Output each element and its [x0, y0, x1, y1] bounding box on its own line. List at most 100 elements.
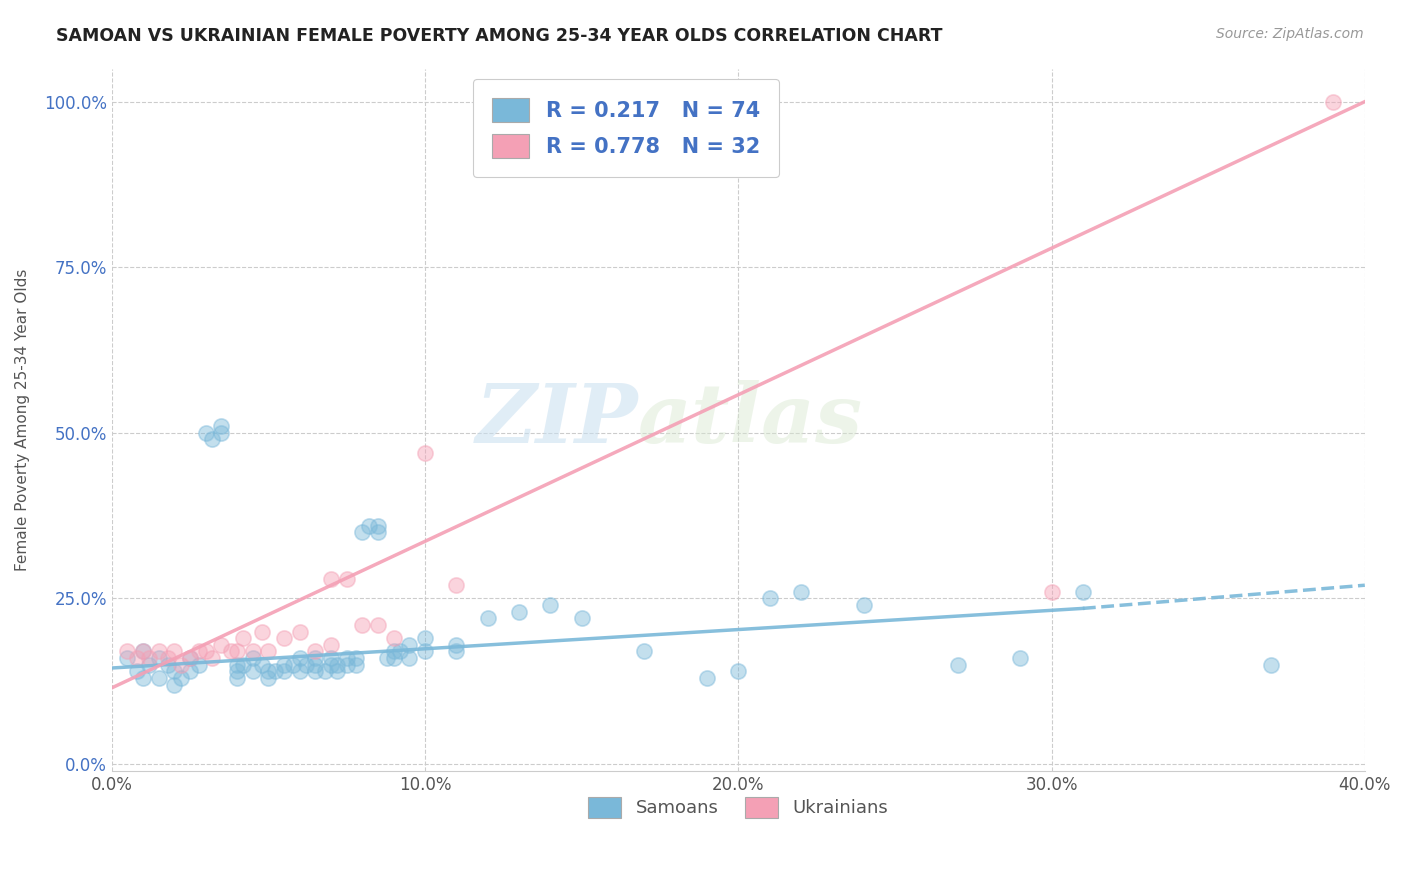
Point [226, 671, 249, 685]
Point [571, 611, 593, 625]
Point [209, 425, 232, 440]
Point [157, 651, 180, 665]
Point [148, 651, 170, 665]
Point [288, 665, 311, 679]
Point [132, 671, 155, 685]
Point [257, 671, 280, 685]
Point [382, 644, 405, 658]
Point [946, 657, 969, 672]
Point [377, 651, 399, 665]
Point [1322, 95, 1344, 109]
Point [194, 425, 217, 440]
Point [117, 644, 139, 658]
Point [263, 665, 285, 679]
Point [257, 644, 280, 658]
Point [336, 651, 359, 665]
Point [179, 651, 201, 665]
Point [226, 665, 249, 679]
Point [319, 572, 342, 586]
Point [232, 657, 254, 672]
Point [446, 638, 468, 652]
Point [304, 665, 326, 679]
Point [273, 657, 295, 672]
Point [148, 644, 170, 658]
Point [382, 631, 405, 645]
Point [169, 657, 191, 672]
Point [273, 631, 295, 645]
Point [242, 644, 264, 658]
Point [314, 665, 336, 679]
Point [194, 644, 217, 658]
Point [319, 651, 342, 665]
Point [288, 651, 311, 665]
Point [304, 644, 326, 658]
Point [326, 665, 349, 679]
Point [273, 665, 295, 679]
Y-axis label: Female Poverty Among 25-34 Year Olds: Female Poverty Among 25-34 Year Olds [15, 268, 30, 571]
Point [1010, 651, 1032, 665]
Point [209, 638, 232, 652]
Point [295, 657, 318, 672]
Point [413, 631, 436, 645]
Point [188, 657, 211, 672]
Point [326, 657, 349, 672]
Point [336, 657, 359, 672]
Point [336, 572, 359, 586]
Point [219, 644, 242, 658]
Point [117, 651, 139, 665]
Point [250, 657, 273, 672]
Point [242, 665, 264, 679]
Point [283, 657, 305, 672]
Point [382, 651, 405, 665]
Point [357, 518, 380, 533]
Point [852, 598, 875, 612]
Point [398, 638, 420, 652]
Text: SAMOAN VS UKRAINIAN FEMALE POVERTY AMONG 25-34 YEAR OLDS CORRELATION CHART: SAMOAN VS UKRAINIAN FEMALE POVERTY AMONG… [56, 27, 943, 45]
Point [1260, 657, 1282, 672]
Point [344, 657, 367, 672]
Point [696, 671, 718, 685]
Point [242, 651, 264, 665]
Point [1040, 584, 1063, 599]
Point [319, 638, 342, 652]
Point [477, 611, 499, 625]
Point [758, 591, 780, 606]
Point [304, 657, 326, 672]
Point [538, 598, 561, 612]
Point [413, 446, 436, 460]
Point [157, 657, 180, 672]
Point [367, 518, 389, 533]
Point [1071, 584, 1094, 599]
Text: Source: ZipAtlas.com: Source: ZipAtlas.com [1216, 27, 1364, 41]
Point [633, 644, 655, 658]
Point [288, 624, 311, 639]
Point [201, 651, 224, 665]
Point [257, 665, 280, 679]
Point [344, 651, 367, 665]
Point [188, 644, 211, 658]
Point [148, 671, 170, 685]
Point [132, 644, 155, 658]
Point [413, 644, 436, 658]
Point [304, 651, 326, 665]
Point [209, 419, 232, 434]
Point [398, 651, 420, 665]
Point [226, 657, 249, 672]
Point [138, 657, 160, 672]
Point [169, 671, 191, 685]
Point [232, 631, 254, 645]
Legend: Samoans, Ukrainians: Samoans, Ukrainians [581, 789, 896, 825]
Point [179, 651, 201, 665]
Point [790, 584, 813, 599]
Point [352, 525, 374, 540]
Point [226, 644, 249, 658]
Point [132, 644, 155, 658]
Point [163, 665, 186, 679]
Point [508, 605, 530, 619]
Point [352, 618, 374, 632]
Point [367, 525, 389, 540]
Point [179, 665, 201, 679]
Text: ZIP: ZIP [475, 380, 638, 459]
Point [125, 665, 148, 679]
Point [367, 618, 389, 632]
